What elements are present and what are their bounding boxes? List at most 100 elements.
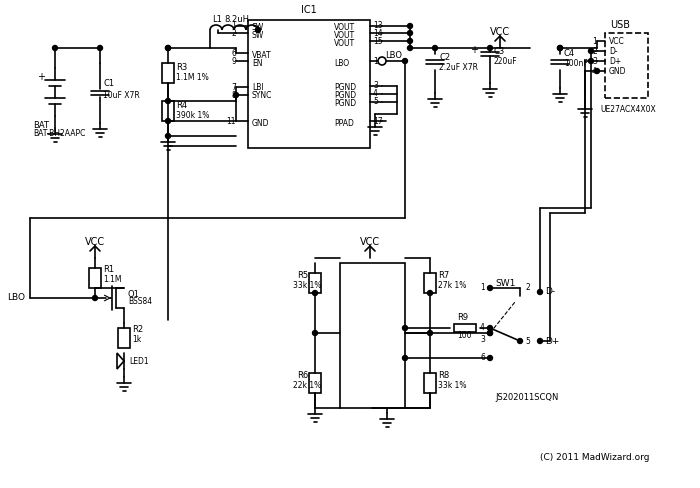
Text: SW: SW: [252, 23, 265, 33]
Circle shape: [92, 296, 97, 301]
Text: 22k 1%: 22k 1%: [293, 381, 321, 389]
Circle shape: [165, 134, 171, 139]
Text: R4: R4: [176, 101, 187, 109]
Text: VOUT: VOUT: [334, 23, 355, 33]
Text: D+: D+: [545, 337, 559, 346]
Text: VOUT: VOUT: [334, 40, 355, 48]
Circle shape: [165, 45, 171, 50]
Text: SYNC: SYNC: [252, 92, 272, 101]
Circle shape: [428, 330, 433, 336]
Text: EN: EN: [252, 59, 262, 67]
Text: 33k 1%: 33k 1%: [293, 281, 321, 289]
Circle shape: [487, 355, 493, 361]
Text: 100nF: 100nF: [564, 60, 588, 68]
Text: 7: 7: [231, 82, 236, 92]
Text: 1: 1: [231, 21, 236, 30]
Circle shape: [312, 290, 318, 296]
Text: 100: 100: [457, 331, 472, 341]
Text: BSS84: BSS84: [128, 298, 152, 306]
Text: C1: C1: [103, 79, 114, 87]
Text: 15: 15: [373, 37, 383, 45]
Text: +: +: [37, 72, 45, 82]
Text: VCC: VCC: [609, 37, 624, 45]
Text: PGND: PGND: [334, 92, 356, 101]
Bar: [162, 63, 174, 83]
Text: LBO: LBO: [7, 293, 25, 303]
Circle shape: [402, 355, 407, 361]
Text: 14: 14: [373, 28, 383, 38]
Text: 6: 6: [480, 353, 485, 363]
Circle shape: [517, 339, 522, 344]
Text: 1: 1: [480, 284, 485, 292]
Text: BAT: BAT: [33, 122, 49, 130]
Text: BAT-BH2AAPC: BAT-BH2AAPC: [33, 129, 85, 139]
Bar: [454, 324, 476, 332]
Circle shape: [165, 119, 171, 123]
Text: 6: 6: [231, 48, 236, 58]
Text: C4: C4: [564, 49, 575, 59]
Text: USB: USB: [610, 20, 630, 30]
Text: L1: L1: [212, 16, 222, 24]
Text: R5: R5: [297, 270, 308, 280]
Bar: [605, 33, 648, 98]
Text: 10uF X7R: 10uF X7R: [103, 90, 140, 100]
Circle shape: [428, 290, 433, 296]
Circle shape: [312, 330, 318, 336]
Circle shape: [487, 330, 493, 336]
Text: 4: 4: [592, 66, 597, 76]
Text: R7: R7: [438, 270, 449, 280]
Circle shape: [487, 45, 493, 50]
Text: 2: 2: [525, 284, 530, 292]
Circle shape: [402, 59, 407, 63]
Text: 3: 3: [373, 81, 378, 90]
Text: VCC: VCC: [490, 27, 510, 37]
Text: SW1: SW1: [495, 279, 515, 287]
Text: VBAT: VBAT: [252, 50, 272, 60]
Text: 9: 9: [231, 57, 236, 65]
Text: 1k: 1k: [132, 336, 141, 345]
Bar: [424, 373, 436, 393]
Text: 11: 11: [227, 117, 236, 125]
Text: R8: R8: [438, 370, 449, 380]
Text: LBO: LBO: [385, 52, 402, 61]
Text: +: +: [470, 45, 478, 55]
Text: 1.1M 1%: 1.1M 1%: [176, 73, 209, 81]
Circle shape: [589, 59, 594, 63]
Text: (C) 2011 MadWizard.org: (C) 2011 MadWizard.org: [540, 453, 650, 463]
Bar: [118, 328, 130, 348]
Circle shape: [557, 45, 563, 50]
Text: PGND: PGND: [334, 83, 356, 93]
Bar: [424, 273, 436, 293]
Text: JS202011SCQN: JS202011SCQN: [495, 393, 559, 403]
Text: Q1: Q1: [128, 289, 140, 299]
Text: D-: D-: [545, 287, 555, 297]
Text: 27k 1%: 27k 1%: [438, 281, 466, 289]
Text: R9: R9: [457, 313, 468, 323]
Text: SW: SW: [252, 32, 265, 41]
Circle shape: [402, 325, 407, 330]
Text: PPAD: PPAD: [334, 119, 354, 127]
Circle shape: [256, 27, 260, 33]
Text: VOUT: VOUT: [334, 32, 355, 41]
Text: LBI: LBI: [252, 83, 264, 93]
Text: 10: 10: [373, 57, 383, 65]
Text: 4: 4: [373, 89, 378, 99]
Circle shape: [165, 99, 171, 103]
Bar: [162, 101, 174, 121]
Bar: [309, 373, 321, 393]
Text: GND: GND: [609, 66, 626, 76]
Circle shape: [407, 23, 412, 28]
Circle shape: [487, 285, 493, 290]
Circle shape: [589, 48, 594, 54]
Circle shape: [487, 330, 493, 336]
Circle shape: [538, 339, 542, 344]
Text: 4: 4: [480, 324, 485, 332]
Text: LED1: LED1: [129, 357, 148, 366]
Text: D-: D-: [609, 46, 617, 56]
Circle shape: [97, 45, 102, 50]
Circle shape: [557, 45, 563, 50]
Circle shape: [234, 93, 239, 98]
Bar: [89, 268, 101, 288]
Circle shape: [594, 68, 599, 74]
Circle shape: [487, 325, 493, 330]
